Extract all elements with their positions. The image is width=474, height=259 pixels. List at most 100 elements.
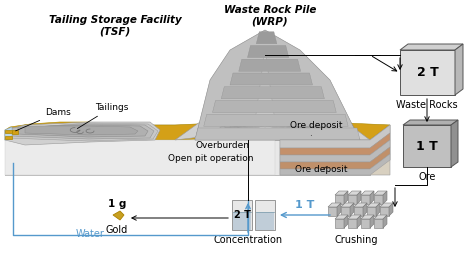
Polygon shape xyxy=(380,203,393,207)
Text: Ore: Ore xyxy=(419,172,436,182)
Text: Open pit operation: Open pit operation xyxy=(168,154,254,162)
Polygon shape xyxy=(255,200,275,230)
Polygon shape xyxy=(5,120,390,140)
Text: Tailing Storage Facility
(TSF): Tailing Storage Facility (TSF) xyxy=(49,15,182,37)
Polygon shape xyxy=(250,121,288,123)
Polygon shape xyxy=(256,212,274,230)
Polygon shape xyxy=(5,140,370,175)
Polygon shape xyxy=(175,118,370,140)
Polygon shape xyxy=(220,123,324,130)
Polygon shape xyxy=(370,191,374,204)
Text: Dams: Dams xyxy=(16,108,71,131)
Polygon shape xyxy=(113,211,124,220)
Polygon shape xyxy=(403,125,451,167)
Polygon shape xyxy=(5,140,370,175)
Polygon shape xyxy=(280,125,390,148)
Polygon shape xyxy=(195,30,360,140)
Polygon shape xyxy=(12,124,154,139)
Polygon shape xyxy=(389,203,393,216)
Polygon shape xyxy=(344,215,348,228)
Text: Gold: Gold xyxy=(106,225,128,235)
Polygon shape xyxy=(239,59,301,71)
Text: Water: Water xyxy=(75,229,104,239)
Text: 2 T: 2 T xyxy=(234,210,250,220)
Polygon shape xyxy=(230,73,312,85)
Text: Overburden: Overburden xyxy=(195,140,249,149)
Text: Waste Rocks: Waste Rocks xyxy=(396,100,458,110)
Polygon shape xyxy=(348,215,361,219)
Polygon shape xyxy=(363,203,367,216)
Polygon shape xyxy=(370,125,390,175)
Polygon shape xyxy=(255,50,275,121)
Polygon shape xyxy=(240,122,300,125)
Polygon shape xyxy=(348,191,361,195)
Polygon shape xyxy=(451,120,458,167)
Text: 1 g: 1 g xyxy=(108,199,126,209)
Polygon shape xyxy=(25,126,138,135)
Polygon shape xyxy=(383,215,387,228)
Polygon shape xyxy=(335,195,344,204)
Polygon shape xyxy=(455,44,463,95)
Polygon shape xyxy=(370,215,374,228)
Polygon shape xyxy=(367,207,376,216)
Polygon shape xyxy=(328,207,337,216)
Polygon shape xyxy=(337,203,341,216)
Polygon shape xyxy=(361,191,374,195)
Polygon shape xyxy=(235,123,306,126)
Polygon shape xyxy=(18,125,148,137)
Text: Waste Rock Pile
(WRP): Waste Rock Pile (WRP) xyxy=(224,5,316,27)
Text: Concentration: Concentration xyxy=(213,235,283,245)
Polygon shape xyxy=(280,154,390,175)
Polygon shape xyxy=(221,87,324,99)
Polygon shape xyxy=(5,125,390,140)
Polygon shape xyxy=(344,191,348,204)
Polygon shape xyxy=(225,123,318,128)
Polygon shape xyxy=(374,215,387,219)
Polygon shape xyxy=(195,128,360,140)
Polygon shape xyxy=(5,127,12,140)
Text: Crushing: Crushing xyxy=(334,235,378,245)
Polygon shape xyxy=(5,136,12,139)
Polygon shape xyxy=(205,121,342,136)
Polygon shape xyxy=(256,32,277,44)
Polygon shape xyxy=(341,203,354,207)
Polygon shape xyxy=(350,203,354,216)
Polygon shape xyxy=(400,44,463,50)
Polygon shape xyxy=(230,123,312,127)
Polygon shape xyxy=(212,100,336,112)
Polygon shape xyxy=(374,191,387,195)
Polygon shape xyxy=(204,114,348,126)
Polygon shape xyxy=(374,195,383,204)
Polygon shape xyxy=(245,122,294,124)
Polygon shape xyxy=(348,219,357,228)
Text: 2 T: 2 T xyxy=(417,66,438,79)
Polygon shape xyxy=(5,140,275,175)
Polygon shape xyxy=(403,120,458,125)
Polygon shape xyxy=(354,207,363,216)
Polygon shape xyxy=(361,219,370,228)
Polygon shape xyxy=(376,203,380,216)
Polygon shape xyxy=(357,191,361,204)
Polygon shape xyxy=(361,195,370,204)
Polygon shape xyxy=(354,203,367,207)
Polygon shape xyxy=(341,207,350,216)
Polygon shape xyxy=(210,122,336,134)
Polygon shape xyxy=(5,130,12,133)
Polygon shape xyxy=(335,215,348,219)
Polygon shape xyxy=(380,207,389,216)
Polygon shape xyxy=(367,203,380,207)
Polygon shape xyxy=(335,191,348,195)
Polygon shape xyxy=(247,46,289,57)
Polygon shape xyxy=(12,130,18,134)
Polygon shape xyxy=(348,195,357,204)
Polygon shape xyxy=(280,133,390,155)
Polygon shape xyxy=(335,219,344,228)
Polygon shape xyxy=(400,50,455,95)
Polygon shape xyxy=(280,147,390,169)
Text: 1 T: 1 T xyxy=(295,200,315,210)
Polygon shape xyxy=(232,200,252,230)
Polygon shape xyxy=(233,212,251,230)
Text: Ore deposit: Ore deposit xyxy=(290,121,343,135)
Polygon shape xyxy=(195,119,355,140)
Polygon shape xyxy=(5,122,160,145)
